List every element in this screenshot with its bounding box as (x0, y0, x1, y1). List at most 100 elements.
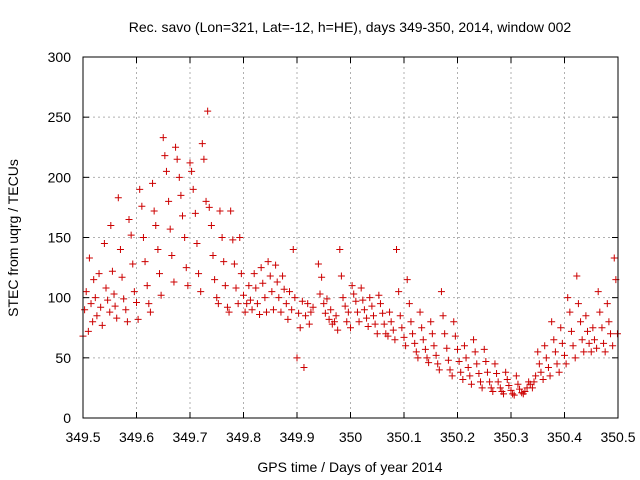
data-point (204, 107, 212, 115)
data-point (396, 312, 404, 320)
data-point (107, 221, 115, 229)
data-point (584, 327, 592, 335)
data-point (466, 372, 474, 380)
data-point (557, 324, 565, 332)
data-point (569, 342, 577, 350)
data-point (305, 320, 313, 328)
data-point (330, 318, 338, 326)
data-point (564, 294, 572, 302)
data-point (232, 284, 240, 292)
data-point (106, 308, 114, 316)
data-point (125, 215, 133, 223)
data-point (486, 378, 494, 386)
y-tick-label: 50 (55, 350, 71, 366)
data-point (578, 336, 586, 344)
data-points (79, 107, 621, 399)
data-point (464, 363, 472, 371)
data-point (221, 282, 229, 290)
data-point (293, 354, 301, 362)
data-point (229, 236, 237, 244)
data-point (455, 357, 463, 365)
data-point (291, 294, 299, 302)
data-point (91, 294, 99, 302)
data-point (403, 276, 411, 284)
data-point (359, 296, 367, 304)
data-point (213, 294, 221, 302)
data-point (82, 288, 90, 296)
data-point (149, 179, 157, 187)
data-point (457, 368, 465, 376)
data-point (487, 384, 495, 392)
data-point (230, 260, 238, 268)
data-point (211, 276, 219, 284)
data-point (489, 388, 497, 396)
data-point (98, 321, 106, 329)
data-point (188, 167, 196, 175)
data-point (279, 272, 287, 280)
data-point (577, 318, 585, 326)
data-point (245, 282, 253, 290)
data-point (87, 300, 95, 308)
data-point (516, 385, 524, 393)
data-point (587, 348, 595, 356)
data-point (427, 318, 435, 326)
data-point (532, 372, 540, 380)
data-point (81, 306, 89, 314)
data-point (443, 344, 451, 352)
data-point (339, 294, 347, 302)
data-point (371, 320, 379, 328)
data-point (154, 246, 162, 254)
data-point (548, 318, 556, 326)
data-point (607, 330, 615, 338)
x-tick-label: 350.5 (600, 429, 635, 445)
data-point (248, 306, 256, 314)
data-point (118, 273, 126, 281)
data-point (462, 354, 470, 362)
data-point (143, 282, 151, 290)
data-point (418, 324, 426, 332)
data-point (110, 290, 118, 298)
data-point (360, 306, 368, 314)
data-point (162, 167, 170, 175)
data-point (111, 302, 119, 310)
data-point (284, 315, 292, 323)
data-point (261, 294, 269, 302)
data-point (558, 339, 566, 347)
y-tick-label: 0 (63, 410, 71, 426)
data-point (526, 380, 534, 388)
data-point (407, 318, 415, 326)
data-point (227, 207, 235, 215)
x-tick-labels: 349.5 349.6 349.7 349.8 349.9 350 350.1 350.2 35… (65, 429, 635, 445)
data-point (136, 185, 144, 193)
data-point (605, 318, 613, 326)
y-tick-label: 300 (48, 49, 72, 65)
data-point (186, 159, 194, 167)
data-point (542, 354, 550, 362)
data-point (182, 264, 190, 272)
data-point (598, 324, 606, 332)
data-point (601, 348, 609, 356)
data-point (494, 378, 502, 386)
data-point (546, 372, 554, 380)
data-point (129, 260, 137, 268)
data-point (573, 272, 581, 280)
data-point (477, 378, 485, 386)
data-point (574, 300, 582, 308)
data-point (323, 295, 331, 303)
data-point (218, 234, 226, 241)
data-point (104, 296, 112, 304)
data-point (161, 152, 169, 160)
data-point (471, 348, 479, 356)
data-point (280, 285, 288, 293)
data-point (478, 384, 486, 392)
data-point (108, 267, 116, 275)
data-point (177, 191, 185, 199)
data-point (296, 324, 304, 332)
data-point (395, 288, 403, 296)
data-point (555, 368, 563, 376)
data-point (416, 308, 424, 316)
data-point (179, 212, 187, 220)
data-point (467, 380, 475, 388)
data-point (234, 300, 242, 308)
